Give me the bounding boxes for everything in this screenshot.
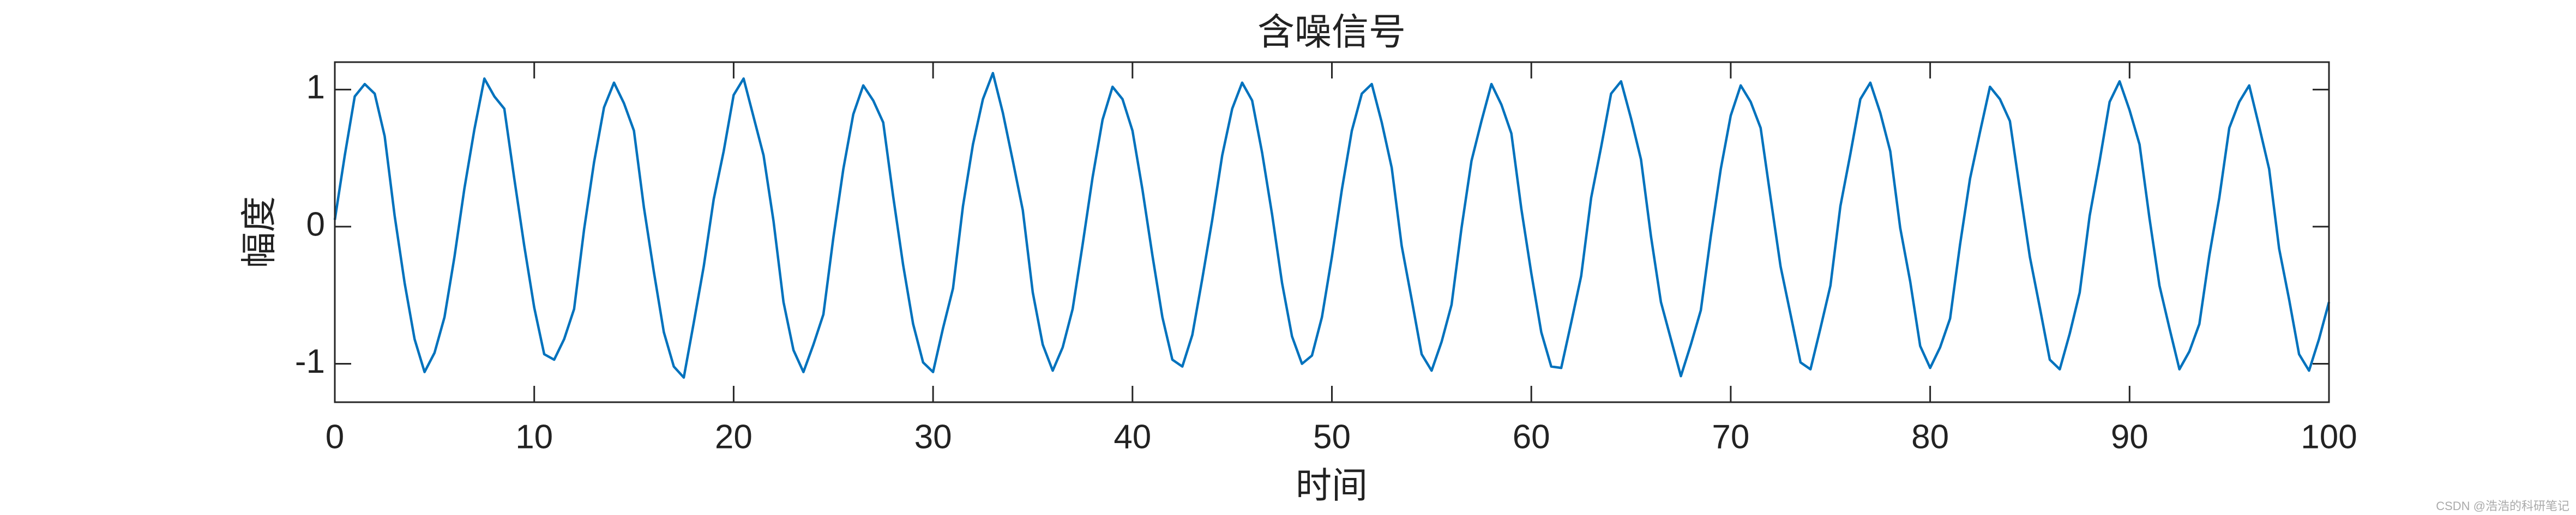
y-tick-label: 0 (306, 205, 325, 243)
x-tick-label: 80 (1911, 418, 1949, 456)
y-tick-label: -1 (295, 343, 325, 380)
x-tick-label: 40 (1114, 418, 1151, 456)
y-tick-label: 1 (306, 69, 325, 106)
x-axis-label: 时间 (1296, 465, 1368, 505)
x-tick-label: 90 (2111, 418, 2148, 456)
x-tick-label: 0 (326, 418, 344, 456)
chart-title: 含噪信号 (1257, 11, 1406, 53)
x-tick-label: 70 (1712, 418, 1749, 456)
x-tick-label: 30 (914, 418, 952, 456)
x-tick-label: 100 (2301, 418, 2357, 456)
y-axis-label: 幅度 (238, 196, 279, 268)
data-line (333, 71, 2331, 379)
watermark: CSDN @浩浩的科研笔记 (2436, 499, 2569, 513)
axes-box (334, 61, 2330, 403)
x-tick-label: 60 (1513, 418, 1550, 456)
x-tick-label: 10 (515, 418, 553, 456)
x-tick-label: 20 (715, 418, 753, 456)
x-tick-label: 50 (1313, 418, 1351, 456)
